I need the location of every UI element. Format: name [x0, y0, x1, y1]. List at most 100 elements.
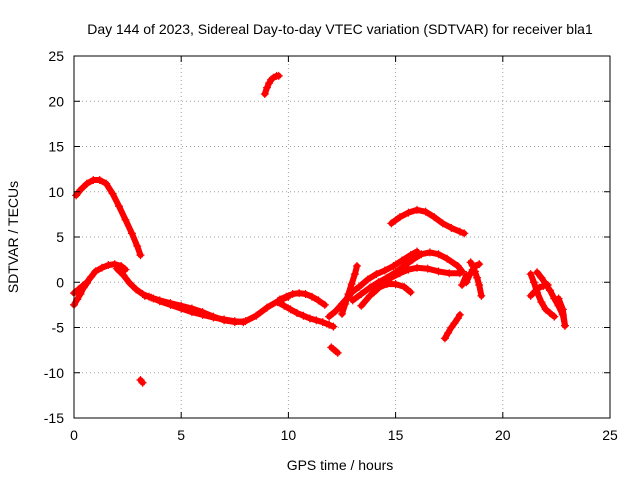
- data-point-marker: [119, 271, 128, 280]
- data-point-marker: [365, 291, 374, 300]
- data-point-marker: [260, 90, 269, 99]
- y-tick-label: 15: [48, 139, 64, 155]
- y-tick-label: 25: [48, 48, 64, 64]
- series-band: [371, 264, 463, 296]
- y-axis-label: SDTVAR / TECUs: [5, 181, 21, 293]
- data-point-marker: [136, 251, 145, 260]
- data-point-marker: [400, 282, 409, 291]
- data-point-marker: [355, 282, 364, 291]
- data-point-marker: [526, 270, 535, 279]
- data-point-marker: [450, 318, 459, 327]
- data-point-marker: [443, 254, 452, 263]
- data-point-marker: [387, 219, 396, 228]
- data-point-marker: [475, 260, 484, 269]
- data-point-marker: [533, 268, 542, 277]
- x-tick-label: 20: [495, 427, 511, 443]
- data-point-marker: [318, 318, 327, 327]
- x-tick-label: 0: [70, 427, 78, 443]
- data-point-marker: [91, 267, 100, 276]
- data-point-marker: [329, 322, 338, 331]
- data-point-marker: [438, 219, 447, 228]
- data-point-marker: [535, 283, 544, 292]
- data-point-marker: [560, 321, 569, 330]
- data-point-marker: [350, 270, 359, 279]
- data-point-marker: [325, 320, 334, 329]
- data-point-marker: [102, 179, 111, 188]
- data-point-marker: [140, 291, 149, 300]
- data-point-marker: [307, 292, 316, 301]
- data-point-marker: [357, 290, 366, 299]
- series-arc-25: [458, 271, 471, 289]
- data-point-marker: [537, 273, 546, 282]
- data-point-marker: [545, 286, 554, 295]
- data-point-marker: [333, 348, 342, 357]
- data-point-marker: [408, 255, 417, 264]
- data-point-marker: [404, 208, 413, 217]
- data-point-marker: [398, 256, 407, 265]
- x-tick-label: 15: [388, 427, 404, 443]
- data-point-marker: [262, 303, 271, 312]
- data-point-marker: [458, 280, 467, 289]
- data-point-marker: [455, 310, 464, 319]
- data-point-marker: [455, 227, 464, 236]
- data-point-marker: [347, 280, 356, 289]
- data-point-marker: [380, 266, 389, 275]
- data-point-marker: [115, 202, 124, 211]
- data-point-marker: [545, 309, 554, 318]
- data-point-marker: [133, 242, 142, 251]
- y-tick-label: 5: [56, 229, 64, 245]
- data-point-marker: [288, 290, 297, 299]
- data-point-marker: [365, 283, 374, 292]
- data-point-marker: [325, 312, 334, 321]
- x-tick-label: 5: [177, 427, 185, 443]
- series-arc-15: [370, 263, 464, 297]
- data-point-marker: [391, 280, 400, 289]
- data-point-marker: [312, 316, 321, 325]
- data-point-marker: [177, 304, 186, 313]
- data-point-marker: [477, 291, 486, 300]
- data-point-marker: [262, 83, 271, 92]
- data-point-marker: [473, 273, 482, 282]
- series-arc-1: [72, 175, 145, 260]
- data-point-marker: [274, 71, 283, 80]
- series-arc-24: [136, 375, 147, 387]
- data-point-marker: [209, 313, 218, 322]
- data-point-marker: [541, 280, 550, 289]
- y-tick-label: 20: [48, 93, 64, 109]
- data-point-marker: [104, 261, 113, 270]
- series-arc-6: [140, 291, 248, 327]
- data-point-marker: [79, 283, 88, 292]
- data-point-marker: [338, 299, 346, 308]
- data-point-marker: [275, 295, 284, 304]
- data-point-marker: [447, 223, 456, 232]
- series-arc-9: [327, 343, 342, 357]
- data-point-marker: [537, 298, 546, 307]
- series-arc-17: [440, 310, 464, 343]
- data-point-marker: [434, 267, 443, 276]
- data-point-marker: [292, 309, 301, 318]
- data-point-marker: [125, 279, 134, 288]
- data-point-marker: [338, 309, 346, 318]
- y-tick-label: -5: [52, 320, 65, 336]
- data-point-marker: [425, 248, 434, 257]
- data-point-marker: [550, 312, 559, 321]
- data-point-marker: [395, 269, 404, 278]
- data-series: [70, 71, 569, 387]
- series-arc-12: [346, 247, 422, 298]
- data-point-marker: [280, 301, 289, 310]
- series-arc-2: [260, 71, 283, 99]
- data-point-marker: [82, 279, 91, 288]
- y-tick-label: 10: [48, 184, 64, 200]
- data-point-marker: [526, 291, 535, 300]
- data-point-marker: [127, 229, 136, 238]
- data-point-marker: [299, 311, 308, 320]
- data-point-marker: [413, 205, 422, 214]
- data-point-marker: [76, 185, 85, 194]
- data-point-marker: [444, 328, 453, 337]
- y-tick-label: -15: [44, 410, 64, 426]
- data-point-marker: [554, 294, 563, 303]
- data-point-marker: [95, 175, 104, 184]
- data-point-marker: [455, 269, 464, 278]
